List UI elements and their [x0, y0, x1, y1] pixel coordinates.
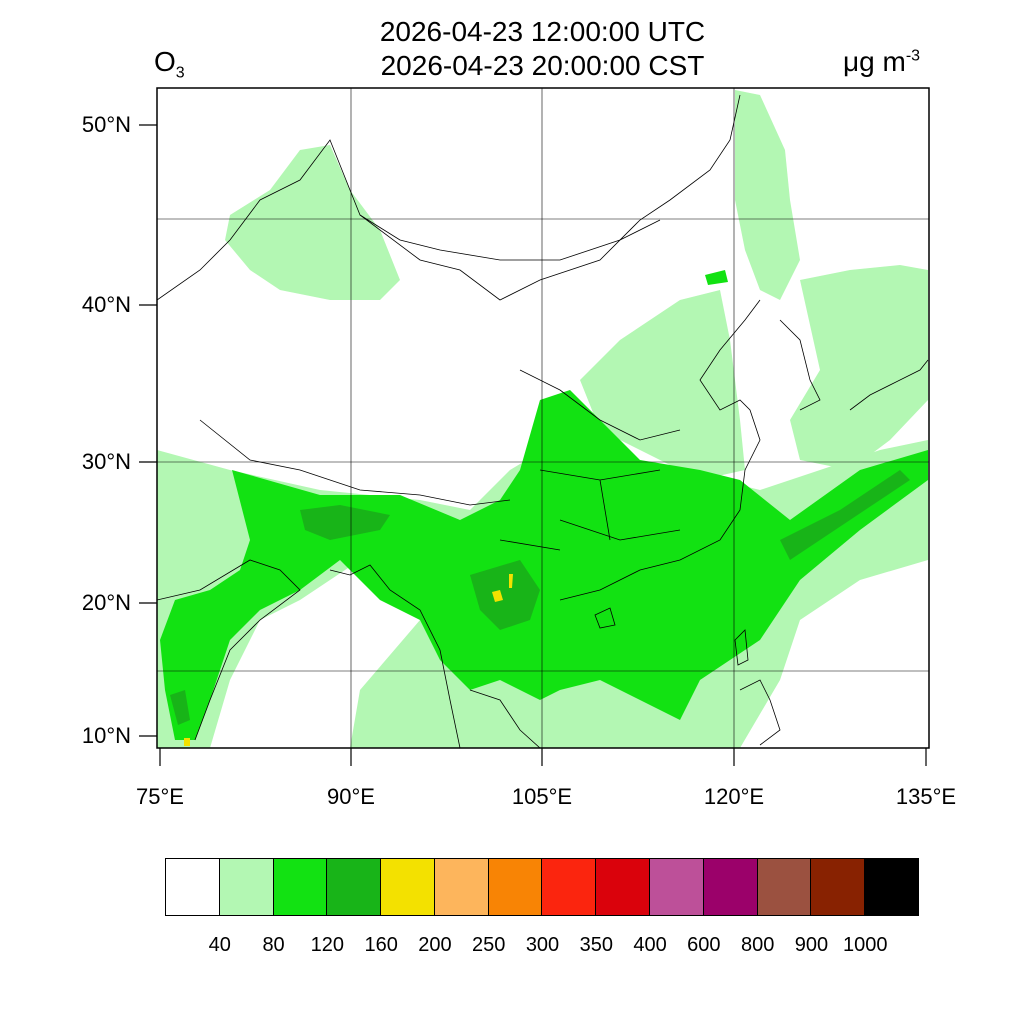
field-yellow-spot-3 — [184, 738, 190, 746]
boundaries — [157, 94, 929, 748]
grid-lines — [157, 88, 929, 748]
xtick-label-120: 120°E — [703, 784, 765, 809]
colorbar-label: 1000 — [842, 934, 888, 956]
xtick-label-135: 135°E — [895, 784, 957, 809]
colorbar-cell — [810, 858, 866, 916]
colorbar-label: 250 — [472, 934, 506, 956]
field-yellow-spot-2 — [509, 574, 513, 588]
unit-label: μg m-3 — [843, 46, 921, 77]
ytick-label-20: 20°N — [81, 590, 131, 615]
xtick-label-90: 90°E — [327, 784, 375, 809]
colorbar-label: 800 — [740, 934, 775, 956]
boundary-mongolia — [359, 214, 661, 261]
species-label: O3 — [154, 46, 185, 82]
boundary-hainan — [594, 607, 616, 629]
colorbar-cell — [380, 858, 435, 916]
colorbar-cell — [326, 858, 382, 916]
field-light-north-xinjiang — [225, 145, 400, 300]
colorbar-cell — [864, 858, 919, 916]
field-yellow-spot-1 — [492, 590, 503, 602]
colorbar-label: 600 — [687, 934, 721, 956]
colorbar-label: 40 — [208, 934, 231, 956]
title-utc: 2026-04-23 12:00:00 UTC — [379, 16, 706, 47]
field-darkgreen-east-sea — [780, 470, 910, 560]
xtick-label-105: 105°E — [511, 784, 573, 809]
colorbar-cell — [702, 858, 758, 916]
boundary-philippines — [739, 679, 781, 746]
field-green-main — [160, 390, 928, 740]
boundary-korea — [779, 319, 821, 411]
ytick-label-10: 10°N — [81, 723, 131, 748]
colorbar-label: 300 — [525, 934, 560, 956]
colorbar-cell — [487, 858, 543, 916]
colorbar-cell — [218, 858, 274, 916]
boundary-india-coast — [157, 559, 301, 741]
plot-frame — [156, 87, 930, 749]
colorbar-cell — [595, 858, 651, 916]
boundary-provinces — [499, 369, 681, 551]
colorbar-cell — [165, 858, 220, 916]
title-cst: 2026-04-23 20:00:00 CST — [380, 50, 705, 81]
ticks — [139, 124, 927, 766]
ytick-label-40: 40°N — [81, 292, 131, 317]
colorbar-label: 400 — [633, 934, 667, 956]
colorbar-cell — [433, 858, 489, 916]
colorbar-label: 120 — [310, 934, 345, 956]
boundary-indochina — [469, 689, 541, 748]
field-green-northeast-patch — [705, 270, 728, 285]
boundary-china-coast — [559, 299, 761, 601]
boundary-tibet-himalaya — [199, 419, 511, 506]
ytick-label-30: 30°N — [81, 449, 131, 474]
colorbar-cell — [541, 858, 597, 916]
colorbar-cell — [756, 858, 812, 916]
boundary-taiwan — [734, 629, 749, 666]
colorbar-label: 160 — [364, 934, 398, 956]
colorbar — [165, 858, 919, 916]
colorbar-label: 350 — [579, 934, 613, 956]
colorbar-label: 900 — [794, 934, 829, 956]
field-light-korea-japan — [790, 265, 928, 470]
field-darkgreen-india-tip — [170, 690, 190, 725]
field-light-northeast — [735, 90, 800, 300]
field-darkgreen-yunnan — [470, 560, 540, 630]
xtick-label-75: 75°E — [136, 784, 184, 809]
ytick-label-50: 50°N — [81, 112, 131, 137]
colorbar-cell — [649, 858, 704, 916]
field-light-north-china — [580, 290, 745, 480]
colorbar-label: 200 — [418, 934, 452, 956]
boundary-japan — [849, 359, 929, 411]
field-darkgreen-tibet — [300, 505, 390, 540]
boundary-bay-of-bengal — [329, 564, 461, 748]
colorbar-label: 80 — [262, 934, 285, 956]
concentration-field — [157, 90, 929, 748]
colorbar-cell — [272, 858, 328, 916]
boundary-china-north — [157, 94, 741, 301]
